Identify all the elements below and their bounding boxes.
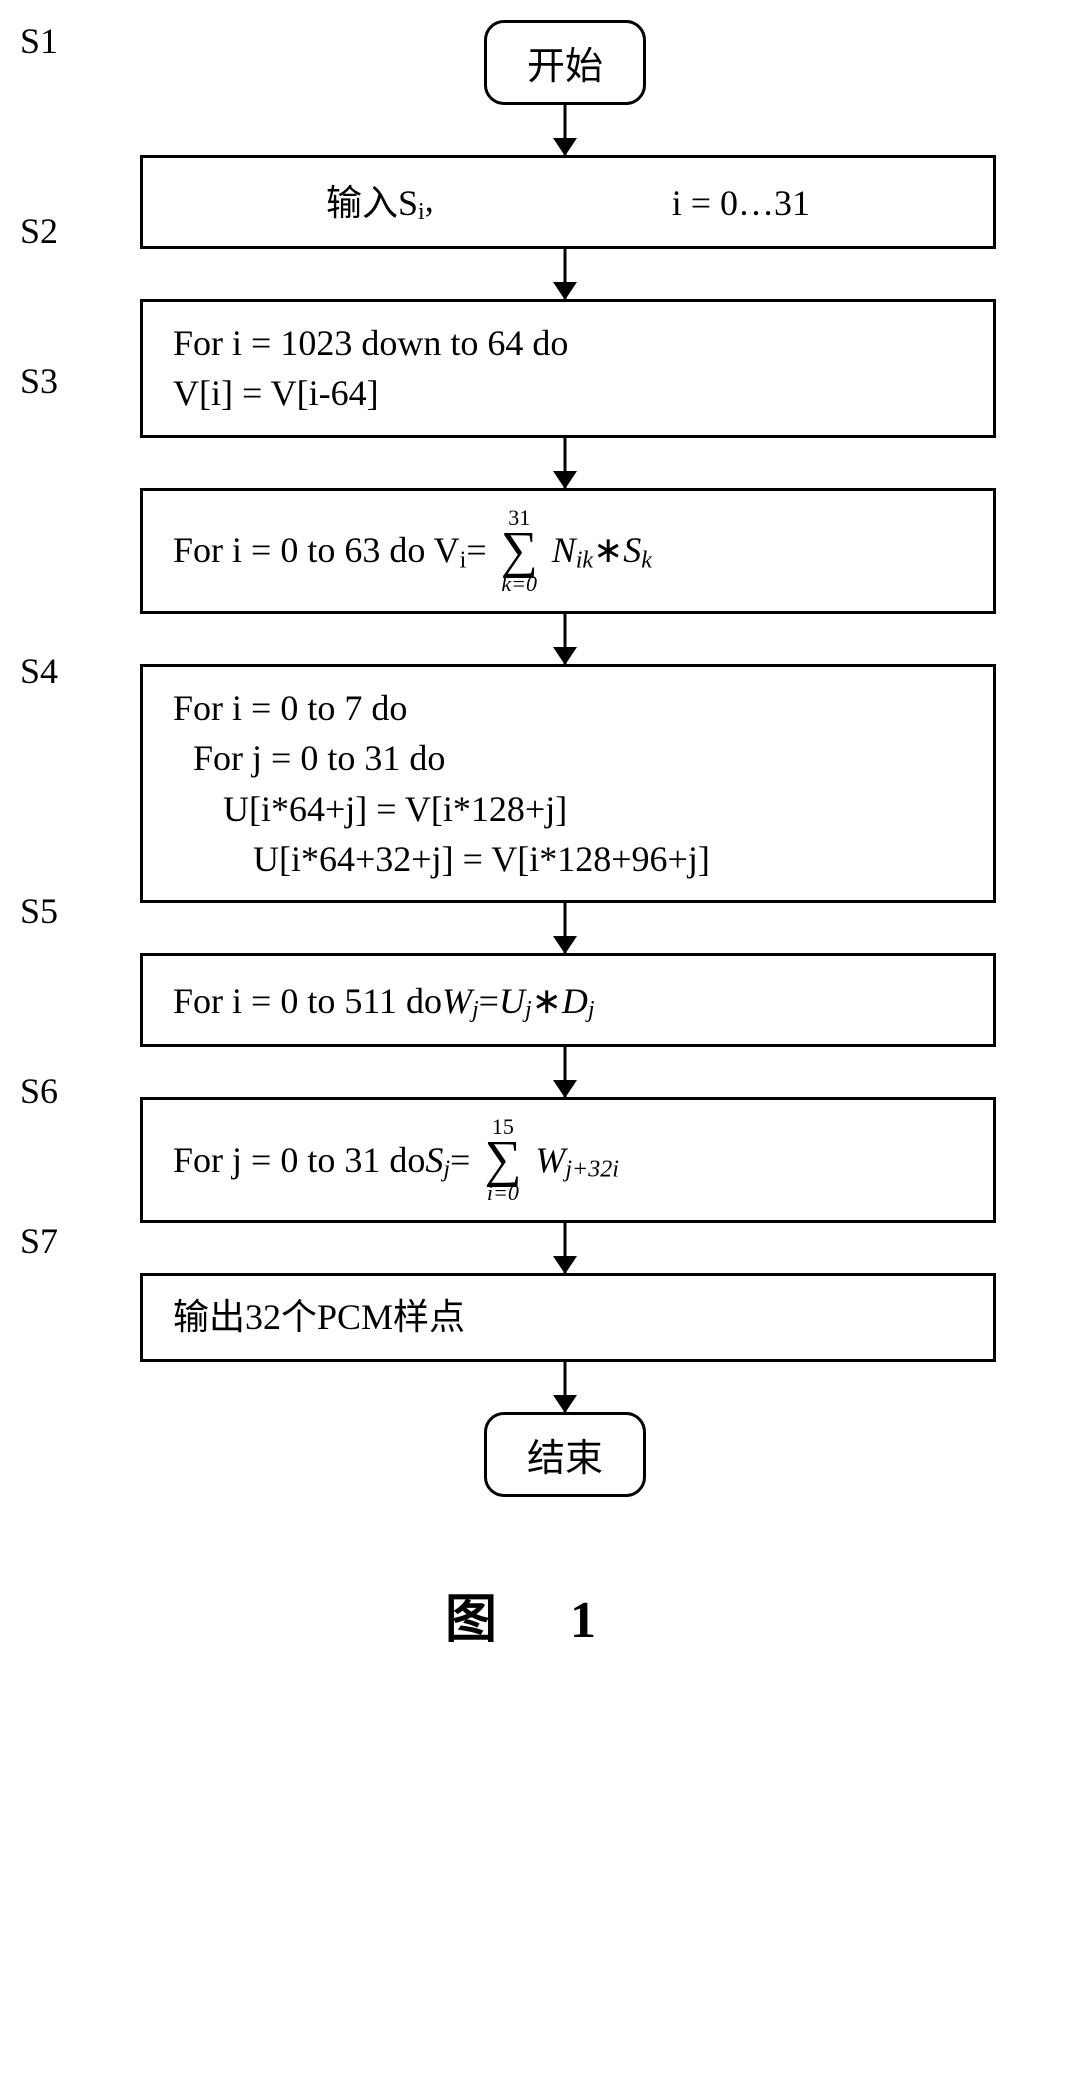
process-input: 输入Si, i = 0…31 [140,155,996,249]
arrow-icon [555,249,575,299]
shift-line1: For i = 1023 down to 64 do [173,318,963,368]
out-w-sub: j+32i [565,1157,619,1183]
start-terminal: 开始 [484,20,646,105]
window-j2: j [525,998,532,1024]
window-star: ∗ [532,976,562,1026]
shift-line2: V[i] = V[i-64] [173,368,963,418]
sigma-icon: 15 ∑ i=0 [484,1116,521,1204]
window-d: D [562,976,588,1026]
build-line3: U[i*64+j] = V[i*128+j] [173,784,963,834]
out-j: j [443,1157,450,1183]
matrix-s-sub: k [641,547,652,573]
process-matrix: For i = 0 to 63 do Vi = 31 ∑ k=0 Nik ∗ S… [140,488,996,614]
input-range: i = 0…31 [672,178,810,228]
arrow-icon [555,614,575,664]
label-s2: S2 [20,210,58,252]
sum-lower2: i=0 [484,1182,521,1204]
build-line1: For i = 0 to 7 do [173,683,963,733]
window-j1: j [472,998,479,1024]
arrow-icon [555,1047,575,1097]
end-terminal: 结束 [484,1412,646,1497]
window-j3: j [588,998,595,1024]
label-s7: S7 [20,1220,58,1262]
arrow-icon [555,1362,575,1412]
flowchart: S1 S2 S3 S4 S5 S6 S7 开始 输入Si, i = 0…31 F… [140,20,990,1497]
process-window: For i = 0 to 511 do Wj = Uj ∗ Dj [140,953,996,1047]
matrix-prefix: For i = 0 to 63 do V [173,525,460,575]
matrix-n-sub: ik [576,547,593,573]
process-build: For i = 0 to 7 do For j = 0 to 31 do U[i… [140,664,996,904]
matrix-star: ∗ [593,525,623,575]
arrow-icon [555,105,575,155]
label-s1: S1 [20,20,58,62]
label-s6: S6 [20,1070,58,1112]
arrow-icon [555,438,575,488]
window-w: W [442,976,472,1026]
flowchart-container: S1 S2 S3 S4 S5 S6 S7 开始 输入Si, i = 0…31 F… [20,20,1051,1652]
label-s4: S4 [20,650,58,692]
input-sub: i [418,199,425,225]
process-output: 输出32个PCM样点 [140,1273,996,1361]
out-prefix: For j = 0 to 31 do [173,1135,425,1185]
sigma2: ∑ [484,1138,521,1182]
out-s: S [425,1135,443,1185]
label-s5: S5 [20,890,58,932]
matrix-sub-i: i [460,547,467,573]
window-prefix: For i = 0 to 511 do [173,976,442,1026]
out-eq: = [450,1135,470,1185]
matrix-s: S [623,525,641,575]
matrix-eq: = [466,525,486,575]
process-shift: For i = 1023 down to 64 do V[i] = V[i-64… [140,299,996,438]
arrow-icon [555,903,575,953]
matrix-n: N [552,525,576,575]
arrow-icon [555,1223,575,1273]
window-eq: = [479,976,499,1026]
figure-label: 图 1 [20,1577,1051,1652]
input-text-prefix: 输入S [326,178,418,228]
input-suffix: , [425,179,434,219]
build-line2: For j = 0 to 31 do [173,733,963,783]
out-w: W [535,1135,565,1185]
process-outsum: For j = 0 to 31 do Sj = 15 ∑ i=0 Wj+32i [140,1097,996,1223]
label-s3: S3 [20,360,58,402]
sum-lower: k=0 [501,573,538,595]
build-line4: U[i*64+32+j] = V[i*128+96+j] [173,834,963,884]
window-u: U [499,976,525,1026]
sigma-icon: 31 ∑ k=0 [501,507,538,595]
sigma: ∑ [501,529,538,573]
output-text: 输出32个PCM样点 [173,1297,465,1337]
